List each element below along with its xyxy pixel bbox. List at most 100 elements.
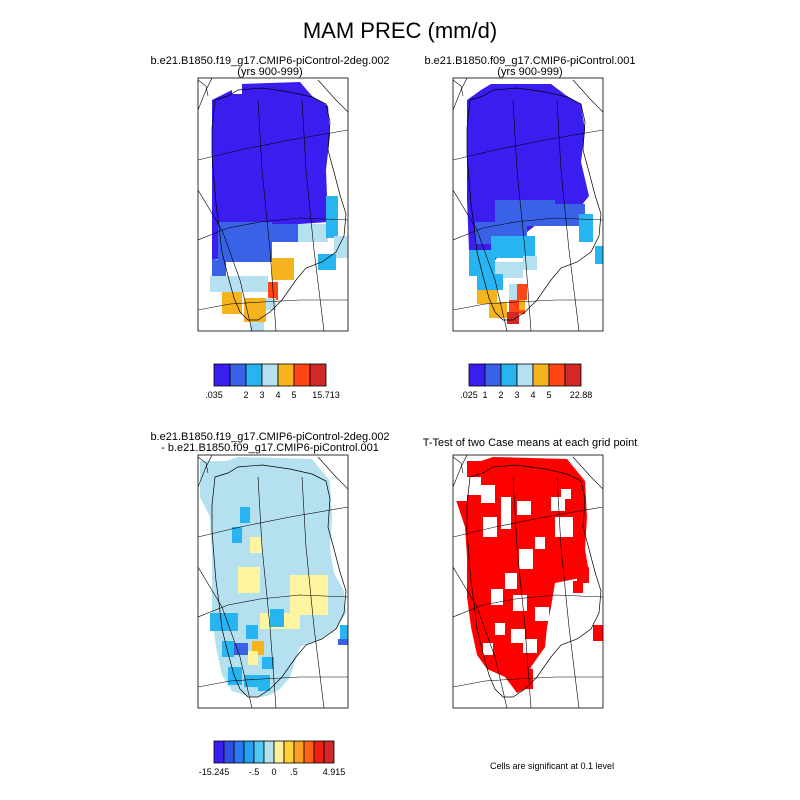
graticule-line-3 [257, 99, 277, 331]
graticule-line-7 [198, 78, 213, 111]
region-cyan-2 [232, 527, 242, 543]
panel-3-title-line2: - b.e21.B1850.f09_g17.CMIP6-piControl.00… [161, 442, 379, 454]
panel-3-title-line1: b.e21.B1850.f19_g17.CMIP6-piControl-2deg… [150, 431, 390, 443]
cb3-swatch-9 [303, 740, 315, 764]
region-cyan-east [595, 246, 603, 264]
nonsignificant-cell-8 [535, 537, 545, 549]
cb1-swatch-4 [277, 363, 295, 387]
cb2-tick-label-0: .025 [460, 390, 478, 400]
panel-2-title: b.e21.B1850.f09_g17.CMIP6-piControl.001 … [385, 56, 675, 78]
nonsignificant-cell-1 [467, 477, 481, 495]
region-yellow-3 [290, 575, 328, 615]
region-orange-1 [272, 258, 294, 280]
graticule-line-6 [572, 456, 603, 490]
panel-2-title-line2: (yrs 900-999) [497, 66, 563, 78]
region-mid-blue-east [270, 224, 300, 242]
colorbar-2 [468, 363, 582, 387]
panel-2-map [453, 78, 603, 331]
graticule-line-7 [453, 455, 468, 488]
panel-4-title: T-Test of two Case means at each grid po… [385, 438, 675, 449]
region-yellow-1 [250, 537, 262, 553]
cb1-swatch-3 [261, 363, 279, 387]
graticule-line-4 [556, 99, 580, 331]
graticule-line-2 [453, 506, 603, 538]
significant-cell-east [593, 625, 603, 641]
nonsignificant-cell-2 [481, 485, 495, 503]
nonsignificant-cell-9 [519, 549, 533, 569]
cb3-tick-label-3: .5 [290, 767, 298, 777]
panel-1-title-line2: (yrs 900-999) [237, 66, 303, 78]
cb2-swatch-5 [548, 363, 566, 387]
cb3-tick-label-4: 4.915 [322, 767, 346, 777]
region-cyan-2 [491, 236, 535, 258]
graticule-line-6 [317, 79, 348, 113]
map-frame-4 [452, 454, 604, 709]
region-mid-blue-sw [212, 260, 226, 278]
cb2-tick-label-3: 3 [514, 390, 520, 400]
coastline [466, 464, 602, 698]
nonsignificant-cell-7 [561, 489, 571, 499]
cb3-swatch-10 [313, 740, 325, 764]
map-frame-1 [197, 77, 349, 332]
figure-title: MAM PREC (mm/d) [302, 18, 498, 43]
cb2-swatch-1 [484, 363, 502, 387]
region-dark-red [507, 312, 519, 324]
nonsignificant-cell-11 [491, 589, 503, 605]
nonsignificant-cell-16 [523, 639, 537, 653]
cb2-swatch-0 [468, 363, 486, 387]
region-cyan-4 [246, 625, 258, 639]
nonsignificant-cell-3 [483, 517, 497, 537]
graticule-line-3 [257, 476, 277, 708]
graticule-line-6 [317, 456, 348, 490]
panel-2-title-line1: b.e21.B1850.f09_g17.CMIP6-piControl.001 [424, 55, 636, 67]
region-cyan-9 [244, 675, 258, 687]
graticule-line-7 [198, 455, 213, 488]
graticule-line-0 [198, 217, 348, 241]
nonsignificant-cell-10 [505, 573, 517, 589]
nonsignificant-cell-17 [483, 643, 493, 655]
region-orange-1 [477, 290, 497, 304]
graticule-line-3 [512, 99, 532, 331]
cb3-swatch-1 [223, 740, 235, 764]
cb1-tick-label-5: 15.713 [312, 390, 340, 400]
graticule-line-0 [198, 594, 348, 618]
gap-white [232, 80, 242, 94]
panel-1-map [198, 78, 348, 331]
cb3-swatch-5 [263, 740, 275, 764]
graticule-line-0 [453, 217, 603, 241]
nonsignificant-cell-5 [517, 501, 531, 515]
nonsignificant-cell-12 [513, 595, 527, 611]
region-yellow-5 [248, 651, 258, 665]
graticule-line-1 [453, 299, 603, 311]
graticule-line-0 [453, 594, 603, 618]
graticule-line-2 [453, 129, 603, 161]
region-light-blue [200, 457, 346, 697]
graticule-line-1 [198, 299, 348, 311]
cb3-swatch-2 [233, 740, 245, 764]
cb2-tick-label-4: 4 [530, 390, 536, 400]
cb1-tick-label-3: 4 [275, 390, 281, 400]
cb3-swatch-6 [273, 740, 285, 764]
coastline-islands [453, 456, 464, 474]
coastline [211, 87, 347, 321]
cb1-tick-label-4: 5 [291, 390, 297, 400]
graticule-line-5 [453, 566, 508, 708]
cb2-swatch-2 [500, 363, 518, 387]
cb1-swatch-5 [293, 363, 311, 387]
nonsignificant-cell-6 [551, 497, 565, 511]
nonsignificant-cell-0 [455, 461, 467, 501]
region-yellow-2 [238, 567, 260, 593]
cb2-swatch-3 [516, 363, 534, 387]
region-light-blue-edge [250, 322, 264, 331]
panel-3-map [198, 455, 348, 708]
graticule-line-5 [198, 189, 253, 331]
graticule-line-5 [453, 189, 508, 331]
region-cyan-6 [222, 641, 234, 657]
region-light-blue-east [298, 224, 328, 242]
cb1-swatch-6 [309, 363, 327, 387]
panel-4-map [453, 455, 603, 708]
graticule-line-1 [453, 676, 603, 688]
region-mid-blue-east [338, 639, 348, 645]
coastline [211, 464, 347, 698]
